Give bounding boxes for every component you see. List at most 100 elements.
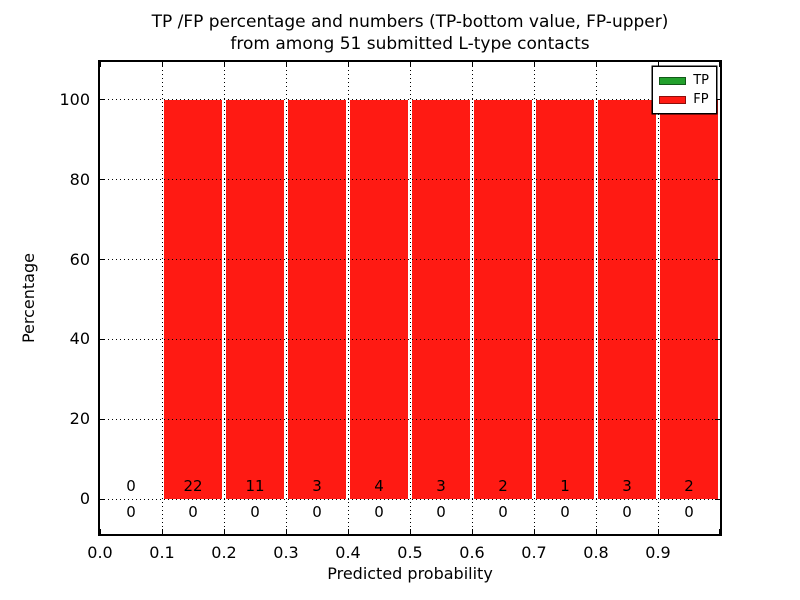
x-tick-mark-top xyxy=(409,62,411,67)
x-gridline xyxy=(223,62,225,534)
x-tick-label: 0.8 xyxy=(583,543,609,562)
y-tick-label: 40 xyxy=(69,329,90,349)
x-tick-label: 0.6 xyxy=(459,543,485,562)
y-tick-label: 100 xyxy=(59,89,90,109)
x-gridline xyxy=(595,62,597,534)
fp-count-label: 11 xyxy=(245,477,265,496)
tp-count-label: 0 xyxy=(498,503,508,522)
x-gridline xyxy=(657,62,659,534)
fp-bar xyxy=(660,99,718,500)
x-gridline xyxy=(471,62,473,534)
legend-row: FP xyxy=(659,90,709,109)
legend: TP FP xyxy=(652,66,717,114)
fp-bar xyxy=(598,99,656,500)
fp-count-label: 3 xyxy=(622,477,632,496)
x-gridline xyxy=(285,62,287,534)
y-tick-mark xyxy=(100,418,105,420)
fp-count-label: 3 xyxy=(312,477,322,496)
chart-title: TP /FP percentage and numbers (TP-bottom… xyxy=(100,11,720,55)
x-gridline xyxy=(409,62,411,534)
x-tick-mark xyxy=(100,529,101,534)
x-tick-mark xyxy=(285,529,287,534)
fp-bar xyxy=(536,99,594,500)
x-tick-label: 0.3 xyxy=(273,543,299,562)
x-axis-label: Predicted probability xyxy=(327,564,493,583)
legend-label: TP xyxy=(693,73,709,88)
count-labels-layer: 0 0 22 0 11 0 3 0 4 0 3 0 2 0 1 0 3 0 2 0 xyxy=(100,62,720,534)
y-tick-mark xyxy=(100,259,105,261)
x-tick-mark xyxy=(595,529,597,534)
y-tick-mark-right xyxy=(715,259,720,261)
plot-area: 0 0 22 0 11 0 3 0 4 0 3 0 2 0 1 0 3 0 2 0 TP FP xyxy=(98,60,722,536)
x-tick-label: 0.2 xyxy=(211,543,237,562)
fp-count-label: 3 xyxy=(436,477,446,496)
fp-count-label: 4 xyxy=(374,477,384,496)
x-tick-mark-top xyxy=(595,62,597,67)
x-tick-mark xyxy=(719,529,720,534)
x-tick-mark-top xyxy=(657,62,659,67)
tp-count-label: 0 xyxy=(560,503,570,522)
x-tick-mark xyxy=(657,529,659,534)
y-tick-mark-right xyxy=(715,179,720,181)
fp-bar xyxy=(350,99,408,500)
x-tick-mark xyxy=(223,529,225,534)
fp-count-label: 2 xyxy=(684,477,694,496)
tp-count-label: 0 xyxy=(188,503,198,522)
x-tick-mark xyxy=(471,529,473,534)
y-tick-mark-right xyxy=(715,99,720,101)
tp-count-label: 0 xyxy=(312,503,322,522)
y-tick-mark-right xyxy=(715,418,720,420)
bars-layer xyxy=(100,62,720,534)
x-tick-mark-top xyxy=(347,62,349,67)
x-tick-mark-top xyxy=(161,62,163,67)
x-tick-mark-top xyxy=(285,62,287,67)
y-tick-label: 80 xyxy=(69,169,90,189)
x-tick-mark xyxy=(161,529,163,534)
y-tick-mark-right xyxy=(715,338,720,340)
y-tick-label: 0 xyxy=(79,489,90,509)
y-tick-mark xyxy=(100,338,105,340)
x-gridline xyxy=(347,62,349,534)
x-tick-mark xyxy=(533,529,535,534)
tp-count-label: 0 xyxy=(622,503,632,522)
x-tick-mark-top xyxy=(719,62,720,67)
fp-count-label: 2 xyxy=(498,477,508,496)
fp-legend-swatch xyxy=(659,95,687,104)
x-tick-label: 0.7 xyxy=(521,543,547,562)
fp-bar xyxy=(474,99,532,500)
x-tick-mark-top xyxy=(471,62,473,67)
y-tick-label: 60 xyxy=(69,249,90,269)
tp-count-label: 0 xyxy=(436,503,446,522)
y-tick-label: 20 xyxy=(69,409,90,429)
chart-title-line2: from among 51 submitted L-type contacts xyxy=(230,34,590,54)
x-tick-label: 0.4 xyxy=(335,543,361,562)
fp-count-label: 0 xyxy=(126,477,136,496)
grid-layer xyxy=(100,62,720,534)
x-tick-mark-top xyxy=(533,62,535,67)
x-tick-label: 0.5 xyxy=(397,543,423,562)
chart-title-line1: TP /FP percentage and numbers (TP-bottom… xyxy=(151,12,669,32)
x-tick-mark-top xyxy=(223,62,225,67)
legend-label: FP xyxy=(693,92,709,107)
x-gridline xyxy=(533,62,535,534)
y-tick-mark-right xyxy=(715,498,720,500)
fp-count-label: 1 xyxy=(560,477,570,496)
x-tick-mark-top xyxy=(100,62,101,67)
fp-bar xyxy=(412,99,470,500)
y-tick-mark xyxy=(100,99,105,101)
tp-count-label: 0 xyxy=(250,503,260,522)
y-tick-mark xyxy=(100,498,105,500)
tp-count-label: 0 xyxy=(684,503,694,522)
fp-bar xyxy=(164,99,222,500)
tp-legend-swatch xyxy=(659,76,687,85)
x-tick-label: 0.1 xyxy=(149,543,175,562)
x-tick-mark xyxy=(409,529,411,534)
legend-row: TP xyxy=(659,71,709,90)
x-tick-label: 0.0 xyxy=(87,543,113,562)
fp-bar xyxy=(226,99,284,500)
fp-count-label: 22 xyxy=(183,477,203,496)
tp-count-label: 0 xyxy=(374,503,384,522)
x-gridline xyxy=(161,62,163,534)
y-tick-mark xyxy=(100,179,105,181)
